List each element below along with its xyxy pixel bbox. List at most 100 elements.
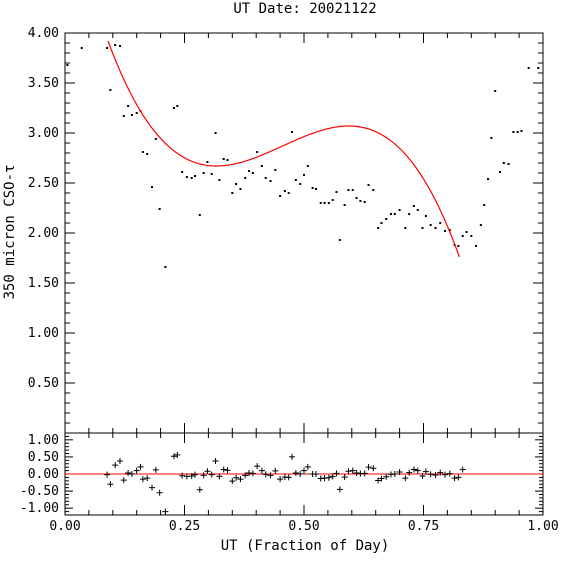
residual-point	[249, 470, 256, 477]
data-point	[226, 159, 229, 161]
residual-point	[267, 472, 274, 479]
data-point	[106, 47, 109, 49]
data-point	[299, 183, 302, 185]
residual-point	[375, 477, 382, 484]
data-point	[114, 44, 117, 46]
residual-point	[237, 476, 244, 483]
data-point	[363, 201, 366, 203]
residual-point	[333, 470, 340, 477]
residual-point	[272, 467, 279, 474]
residual-point	[192, 471, 199, 478]
data-point	[377, 227, 380, 229]
fit-curve	[107, 40, 460, 258]
data-point	[244, 177, 247, 179]
y-axis-label: 350 micron CSO-τ	[2, 165, 18, 300]
residual-point	[125, 469, 132, 476]
data-point	[279, 195, 282, 197]
data-point	[457, 245, 460, 247]
y-tick-label: 3.50	[28, 76, 59, 91]
data-point	[181, 171, 184, 173]
data-point	[475, 245, 478, 247]
data-point	[434, 227, 437, 229]
data-point	[248, 170, 251, 172]
data-point	[479, 224, 482, 226]
residual-point	[162, 508, 169, 515]
data-point	[146, 153, 149, 155]
data-point	[347, 189, 350, 191]
data-point	[172, 107, 175, 109]
data-point	[389, 213, 392, 215]
y-tick-label: 2.00	[28, 226, 59, 241]
residual-point	[144, 475, 151, 482]
main-plot-panel: 0.50 1.00 1.50 2.00 2.50 3.00 3.50 4.00	[28, 26, 544, 434]
data-point	[198, 214, 201, 216]
data-point	[327, 202, 330, 204]
data-point	[251, 172, 254, 174]
residual-point	[361, 470, 368, 477]
data-point	[408, 213, 411, 215]
y-tick-label: 2.50	[28, 176, 59, 191]
residual-y-tick-label: 1.00	[28, 433, 59, 448]
data-point	[287, 192, 290, 194]
residual-point	[216, 473, 223, 480]
data-point	[235, 183, 238, 185]
data-point	[185, 176, 188, 178]
data-point	[487, 178, 490, 180]
residual-point	[437, 469, 444, 476]
residual-point	[224, 467, 231, 474]
residual-point	[137, 463, 144, 470]
data-point	[465, 231, 468, 233]
data-point	[231, 192, 234, 194]
data-point	[274, 169, 277, 171]
data-point	[527, 67, 530, 69]
residual-point	[277, 476, 284, 483]
data-point	[319, 202, 322, 204]
residual-point	[104, 471, 111, 478]
data-point	[306, 165, 309, 167]
data-point	[338, 239, 341, 241]
residual-point	[156, 489, 163, 496]
data-point	[429, 224, 432, 226]
residual-point	[220, 466, 227, 473]
x-tick-label: 0.75	[408, 519, 439, 534]
residual-point	[427, 471, 434, 478]
residual-point	[242, 472, 249, 479]
residual-point	[391, 471, 398, 477]
residual-point	[312, 471, 319, 477]
residual-point	[353, 469, 360, 476]
residual-point	[116, 458, 123, 465]
y-tick-label: 3.00	[28, 126, 59, 141]
residual-point	[419, 473, 426, 480]
residual-point	[446, 470, 453, 477]
data-point	[412, 205, 415, 207]
residual-point	[107, 481, 114, 488]
data-point	[130, 114, 133, 116]
data-point	[416, 209, 419, 211]
residual-point	[378, 475, 385, 482]
data-point	[291, 131, 294, 133]
y-tick-label: 1.50	[28, 276, 59, 291]
data-point	[256, 151, 259, 153]
residual-point	[396, 468, 403, 475]
data-point	[323, 202, 326, 204]
y-tick-label: 1.00	[28, 326, 59, 341]
data-point	[269, 180, 272, 182]
data-point	[498, 171, 501, 173]
data-point	[176, 105, 179, 107]
data-point	[343, 204, 346, 206]
data-point	[218, 179, 221, 181]
data-point	[494, 90, 497, 92]
data-point	[80, 47, 83, 49]
residual-point	[329, 473, 336, 480]
data-point	[303, 174, 305, 176]
data-point	[109, 89, 112, 91]
data-point	[461, 235, 464, 237]
residual-point	[229, 478, 236, 485]
residual-point	[204, 468, 211, 475]
data-point	[222, 158, 225, 160]
residual-point	[432, 472, 439, 479]
residual-point	[128, 471, 135, 477]
main-plot-frame	[64, 32, 544, 434]
chart-title: UT Date: 20021122	[233, 1, 376, 17]
